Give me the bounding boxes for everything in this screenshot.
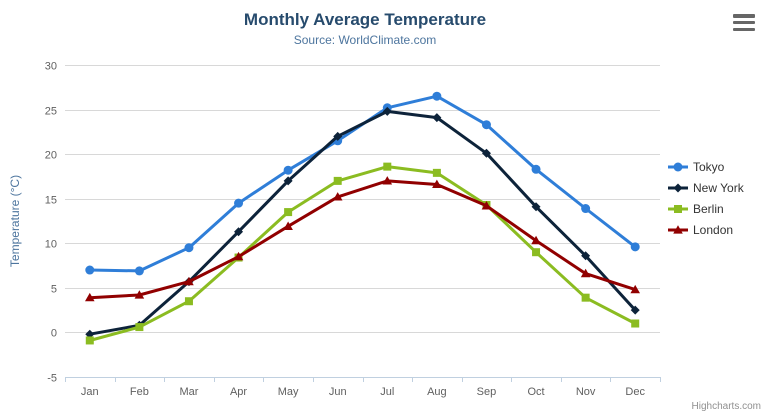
y-axis-label: 15 xyxy=(45,195,57,207)
data-point-marker[interactable] xyxy=(382,106,392,116)
series-line-new-york[interactable] xyxy=(88,109,637,336)
data-point-marker[interactable] xyxy=(432,113,442,123)
data-point-marker[interactable] xyxy=(532,248,541,257)
chart-title: Monthly Average Temperature xyxy=(243,10,487,29)
data-point-marker[interactable] xyxy=(234,227,244,237)
legend-label: New York xyxy=(693,181,744,195)
data-point-marker[interactable] xyxy=(134,266,144,276)
data-point-marker[interactable] xyxy=(85,265,95,275)
data-point-marker[interactable] xyxy=(481,120,491,130)
data-point-marker[interactable] xyxy=(531,235,541,245)
data-point-marker[interactable] xyxy=(184,243,194,253)
hamburger-bar xyxy=(733,27,755,31)
data-point-marker[interactable] xyxy=(481,148,491,158)
data-point-marker[interactable] xyxy=(84,292,95,302)
y-axis-label: 20 xyxy=(45,150,57,162)
legend-label: Berlin xyxy=(693,202,724,216)
legend-label: London xyxy=(693,223,734,237)
x-axis-label: Nov xyxy=(576,386,596,398)
new-york-marker-icon xyxy=(668,183,688,193)
y-axis-label: 0 xyxy=(51,328,57,340)
data-point-marker[interactable] xyxy=(332,192,343,201)
data-point-marker[interactable] xyxy=(333,176,342,185)
legend-item-tokyo[interactable]: Tokyo xyxy=(668,160,744,174)
hamburger-bar xyxy=(733,14,755,18)
x-axis-label: Oct xyxy=(527,386,544,398)
x-axis-label: Mar xyxy=(179,386,198,398)
y-axis-label: 30 xyxy=(45,61,57,73)
hamburger-bar xyxy=(733,20,755,25)
data-point-marker[interactable] xyxy=(630,284,641,294)
data-point-marker[interactable] xyxy=(581,251,591,261)
data-point-marker[interactable] xyxy=(85,336,94,345)
data-point-marker[interactable] xyxy=(284,208,293,217)
data-point-marker[interactable] xyxy=(581,204,591,214)
data-point-marker[interactable] xyxy=(283,221,293,230)
legend-label: Tokyo xyxy=(693,160,725,174)
data-point-marker[interactable] xyxy=(630,305,640,315)
tokyo-marker-icon xyxy=(668,162,688,172)
data-point-marker[interactable] xyxy=(481,201,492,210)
data-point-marker[interactable] xyxy=(382,176,393,185)
data-point-marker[interactable] xyxy=(531,202,541,212)
data-point-marker[interactable] xyxy=(630,242,640,252)
x-axis-label: Sep xyxy=(477,386,497,398)
data-point-marker[interactable] xyxy=(234,198,244,208)
data-point-marker[interactable] xyxy=(333,131,343,141)
y-axis-label: 25 xyxy=(45,106,57,118)
x-axis-label: Jul xyxy=(380,386,394,398)
x-axis-label: Apr xyxy=(230,386,247,398)
data-point-marker[interactable] xyxy=(184,297,193,306)
data-point-marker[interactable] xyxy=(432,168,441,177)
data-point-marker[interactable] xyxy=(432,91,442,101)
y-axis-label: -5 xyxy=(47,373,57,385)
data-point-marker[interactable] xyxy=(134,290,145,299)
export-menu-icon[interactable] xyxy=(733,14,755,31)
x-axis-label: Jun xyxy=(329,386,347,398)
x-axis-label: Dec xyxy=(625,386,645,398)
legend-item-berlin[interactable]: Berlin xyxy=(668,202,744,216)
y-axis-label: 5 xyxy=(51,284,57,296)
series-line-london[interactable] xyxy=(88,179,637,300)
data-point-marker[interactable] xyxy=(135,323,144,332)
berlin-marker-icon xyxy=(668,205,688,213)
legend-item-new-york[interactable]: New York xyxy=(668,181,744,195)
x-axis-label: Aug xyxy=(427,386,447,398)
x-axis-label: May xyxy=(278,386,299,398)
chart-subtitle: Source: WorldClimate.com xyxy=(293,33,437,47)
legend-item-london[interactable]: London xyxy=(668,223,744,237)
y-axis-label: 10 xyxy=(45,239,57,251)
x-axis-label: Feb xyxy=(130,386,149,398)
series-line-berlin[interactable] xyxy=(88,165,637,342)
data-point-marker[interactable] xyxy=(432,179,442,189)
london-marker-icon xyxy=(668,225,688,234)
data-point-marker[interactable] xyxy=(283,165,293,175)
data-point-marker[interactable] xyxy=(233,251,244,261)
legend: Tokyo New York Berlin London xyxy=(668,160,744,237)
x-axis-label: Jan xyxy=(81,386,99,398)
data-point-marker[interactable] xyxy=(581,293,590,302)
credits-link[interactable]: Highcharts.com xyxy=(691,401,761,412)
data-point-marker[interactable] xyxy=(631,319,640,328)
data-point-marker[interactable] xyxy=(184,276,194,286)
data-point-marker[interactable] xyxy=(383,162,392,171)
data-point-marker[interactable] xyxy=(580,268,591,278)
data-point-marker[interactable] xyxy=(531,164,541,174)
data-point-marker[interactable] xyxy=(283,176,293,186)
